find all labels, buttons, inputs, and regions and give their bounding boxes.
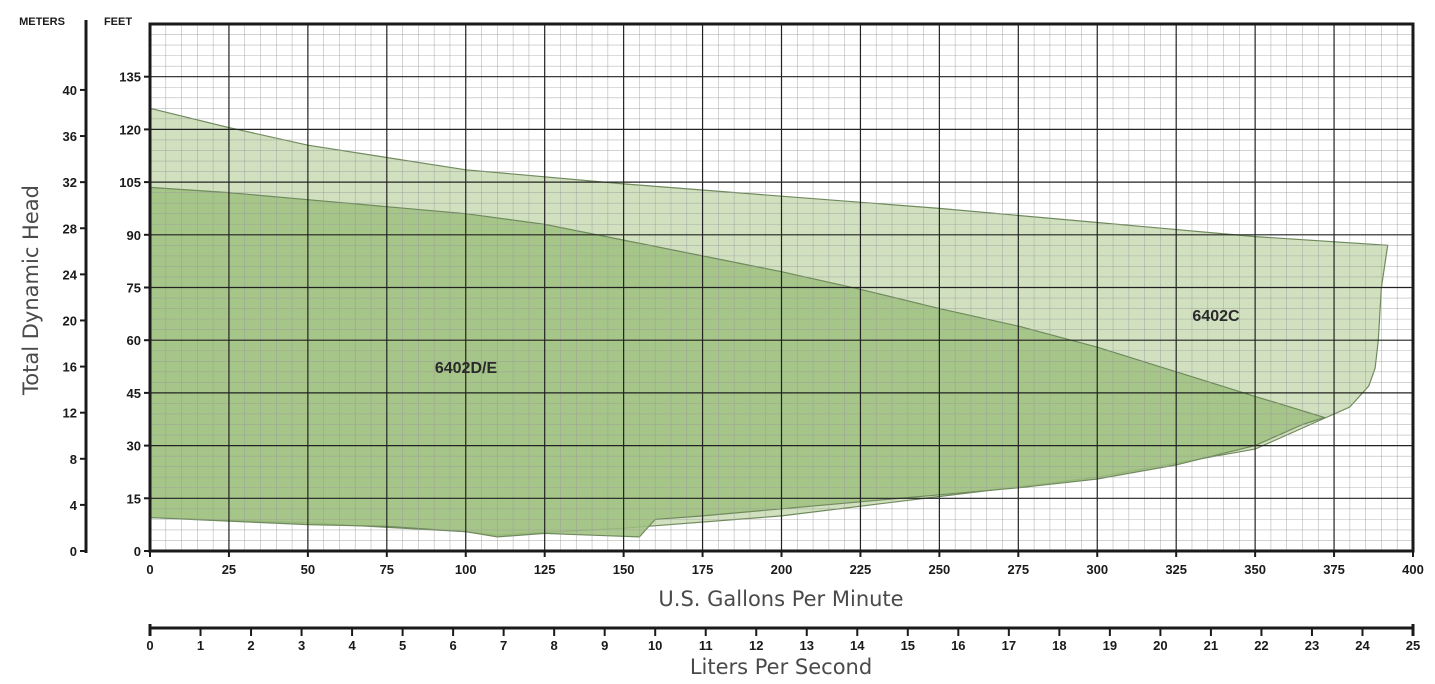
gpm-tick-label: 225 [850,562,872,577]
feet-tick-label: 135 [119,70,141,85]
feet-tick-label: 60 [127,333,141,348]
gpm-tick-label: 150 [613,562,635,577]
y-axis-title: Total Dynamic Head [19,185,43,396]
lps-tick-label: 5 [399,638,406,653]
lps-tick-label: 18 [1052,638,1066,653]
gpm-tick-label: 200 [771,562,793,577]
left-unit-label: METERS [19,16,65,28]
gpm-tick-label: 400 [1402,562,1424,577]
meter-tick-label: 12 [63,406,77,421]
feet-tick-label: 30 [127,439,141,454]
performance-regions [149,107,1389,538]
gpm-tick-label: 325 [1165,562,1187,577]
feet-tick-label: 0 [134,544,141,559]
lps-tick-label: 23 [1305,638,1319,653]
lps-tick-label: 22 [1254,638,1268,653]
lps-tick-label: 3 [298,638,305,653]
gpm-tick-label: 250 [929,562,951,577]
gpm-tick-label: 350 [1244,562,1266,577]
lps-tick-label: 16 [951,638,965,653]
secondary-x-axis-title: Liters Per Second [690,655,872,679]
meter-tick-label: 16 [63,360,77,375]
lps-tick-label: 17 [1002,638,1016,653]
gpm-tick-label: 0 [146,562,153,577]
lps-tick-label: 20 [1153,638,1167,653]
meter-tick-label: 20 [63,313,77,328]
lps-tick-label: 4 [348,638,356,653]
feet-tick-label: 120 [119,122,141,137]
gpm-tick-label: 25 [222,562,236,577]
lps-tick-label: 15 [901,638,915,653]
meter-tick-label: 0 [70,544,77,559]
gpm-tick-label: 175 [692,562,714,577]
meter-tick-label: 36 [63,129,77,144]
lps-tick-label: 0 [146,638,153,653]
lps-tick-label: 7 [500,638,507,653]
major-grid [150,24,1413,551]
lps-tick-label: 24 [1355,638,1370,653]
lps-tick-label: 6 [450,638,457,653]
lps-tick-label: 14 [850,638,865,653]
lps-tick-label: 12 [749,638,763,653]
gpm-tick-label: 75 [380,562,394,577]
meter-tick-label: 8 [70,452,77,467]
lps-tick-label: 25 [1406,638,1420,653]
gpm-tick-label: 50 [301,562,315,577]
meter-tick-label: 28 [63,221,77,236]
lps-tick-label: 11 [699,638,713,653]
lps-tick-label: 2 [247,638,254,653]
lps-tick-label: 8 [551,638,558,653]
meter-tick-label: 32 [63,175,77,190]
lps-tick-label: 10 [648,638,662,653]
lps-tick-label: 19 [1103,638,1117,653]
gpm-tick-label: 275 [1007,562,1029,577]
feet-tick-label: 75 [127,281,141,296]
meter-tick-label: 40 [63,83,77,98]
feet-tick-label: 105 [119,175,141,190]
gpm-tick-label: 125 [534,562,556,577]
meter-tick-label: 4 [70,498,78,513]
x-axis-title: U.S. Gallons Per Minute [658,587,903,611]
right-unit-label: FEET [104,16,132,28]
feet-tick-label: 45 [127,386,141,401]
lps-tick-label: 13 [800,638,814,653]
meter-tick-label: 24 [63,267,78,282]
region-label-6402de: 6402D/E [435,360,498,377]
lps-tick-label: 9 [601,638,608,653]
gpm-tick-label: 300 [1086,562,1108,577]
lps-tick-label: 21 [1204,638,1218,653]
region-label-6402c: 6402C [1192,308,1240,325]
gpm-tick-label: 375 [1323,562,1345,577]
lps-tick-label: 1 [197,638,204,653]
gpm-tick-label: 100 [455,562,477,577]
feet-tick-label: 90 [127,228,141,243]
tick-labels: 0153045607590105120135048121620242832364… [63,70,1424,653]
feet-tick-label: 15 [127,491,141,506]
